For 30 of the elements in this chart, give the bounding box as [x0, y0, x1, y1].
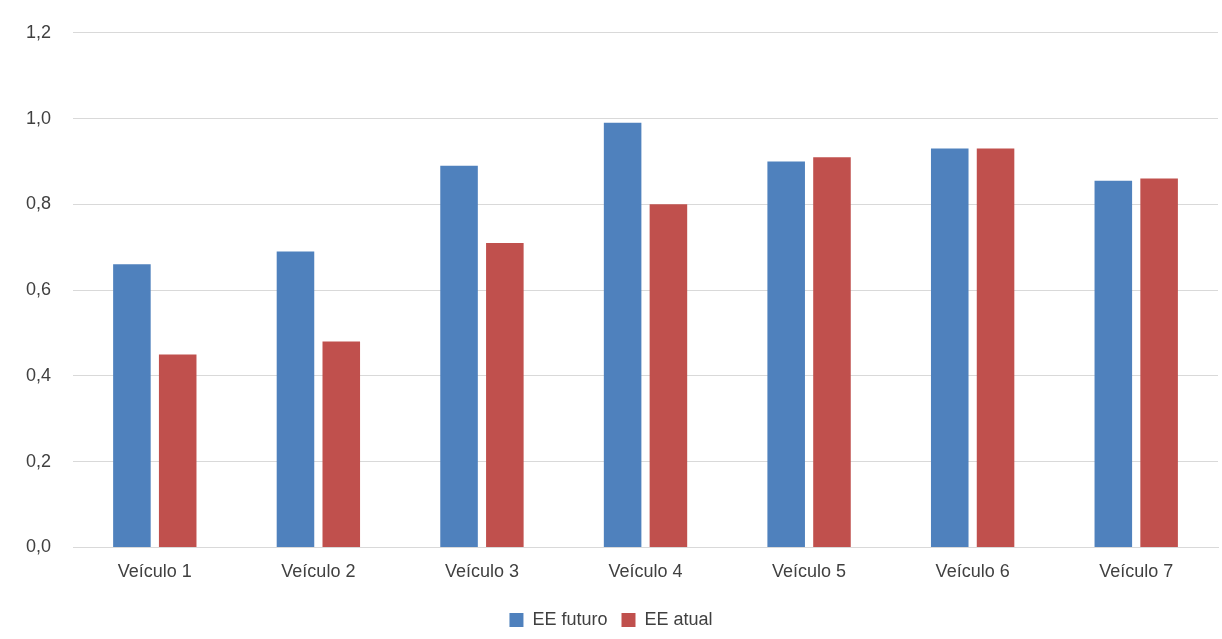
y-tick-label: 0,0: [25, 536, 52, 557]
bar: [1094, 180, 1133, 547]
bar: [603, 122, 642, 547]
x-tick-label: Veículo 3: [444, 561, 519, 582]
x-tick-label: Veículo 5: [772, 561, 847, 582]
y-tick-label: 0,6: [25, 279, 52, 300]
y-tick-label: 0,2: [25, 450, 52, 471]
legend-label: EE atual: [644, 608, 713, 629]
x-tick-label: Veículo 1: [117, 561, 192, 582]
x-tick-label: Veículo 6: [935, 561, 1010, 582]
y-tick-label: 0,4: [25, 364, 52, 385]
x-tick-label: Veículo 4: [608, 561, 683, 582]
y-tick-label: 1,0: [25, 107, 52, 128]
bar: [322, 341, 361, 547]
bar: [1140, 178, 1178, 547]
bar: [486, 242, 524, 547]
bar: [813, 157, 851, 547]
y-tick-label: 1,2: [25, 21, 52, 42]
bar: [276, 251, 315, 547]
y-tick-label: 0,8: [25, 193, 52, 214]
legend-label: EE futuro: [532, 608, 608, 629]
x-tick-label: Veículo 2: [281, 561, 356, 582]
bar: [767, 161, 805, 547]
bar: [649, 204, 688, 547]
bar: [113, 264, 151, 547]
bar: [930, 148, 969, 547]
bar: [976, 148, 1015, 547]
bar: [158, 354, 197, 547]
bar: [440, 165, 478, 547]
x-tick-label: Veículo 7: [1099, 561, 1174, 582]
